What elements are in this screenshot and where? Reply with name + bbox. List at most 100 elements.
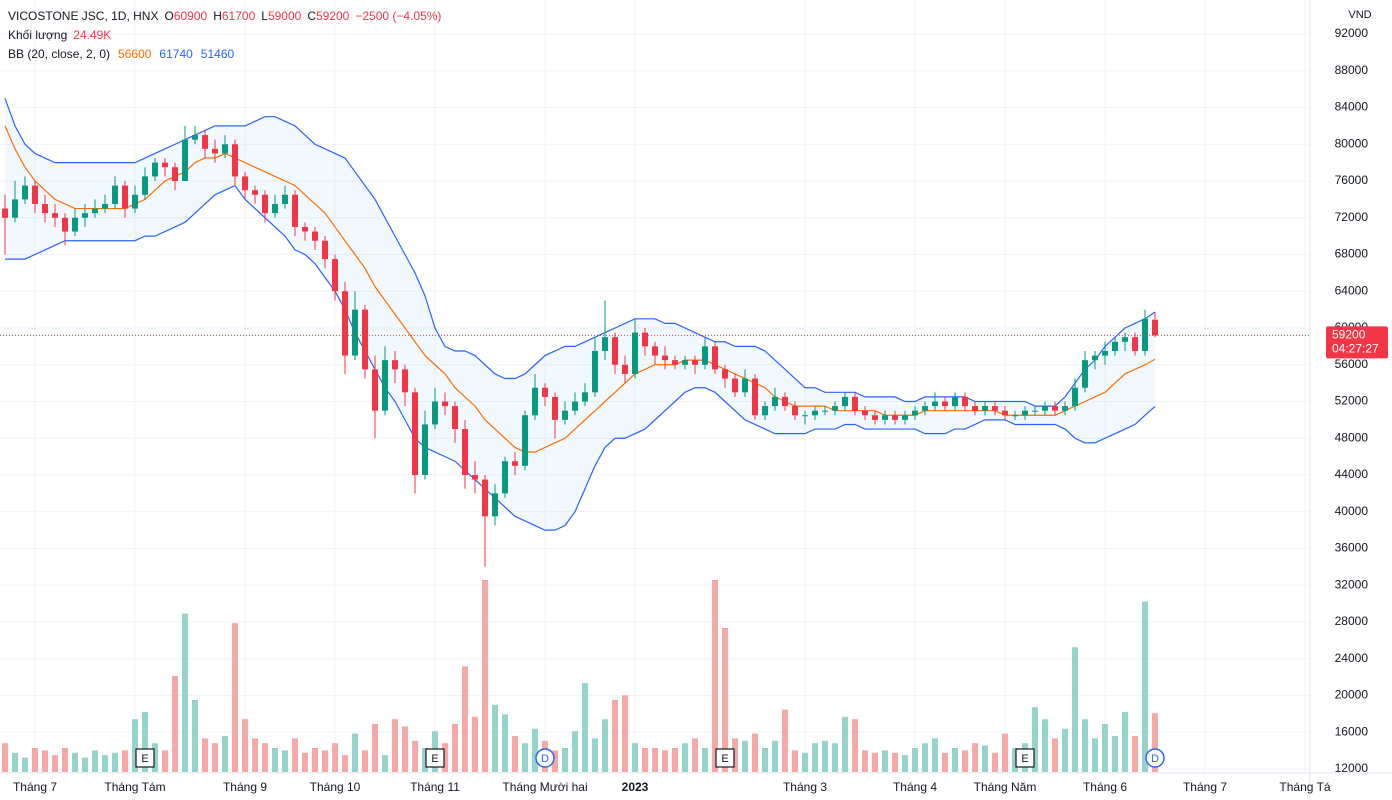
open-value: 60900 <box>174 9 208 23</box>
volume-bar <box>912 748 918 772</box>
bb-lower <box>5 184 1156 531</box>
x-tick-label: Tháng 10 <box>310 780 361 794</box>
volume-bar <box>412 740 418 772</box>
candle-body <box>242 176 248 191</box>
y-tick-label: 52000 <box>1335 394 1369 408</box>
candle-body <box>892 415 898 420</box>
candle-body <box>122 185 128 209</box>
volume-bar <box>252 738 258 772</box>
candle-body <box>642 332 648 347</box>
y-tick-label: 24000 <box>1335 651 1369 665</box>
grid <box>0 0 1310 773</box>
candle-body <box>742 378 748 393</box>
volume-bar <box>932 738 938 772</box>
volume-bar <box>442 743 448 772</box>
x-tick-label: Tháng 11 <box>410 780 460 794</box>
volume-bar <box>462 666 468 772</box>
bb-basis <box>4 125 1156 453</box>
candle-body <box>812 410 818 416</box>
candle-body <box>342 291 348 356</box>
bb-basis-value: 56600 <box>118 47 152 61</box>
volume-bar <box>562 748 568 772</box>
volume-bar <box>972 743 978 772</box>
last-price-box <box>1326 326 1388 359</box>
candle-body <box>822 410 828 412</box>
volume-bar <box>922 743 928 772</box>
candle-body <box>792 406 798 416</box>
candle-body <box>302 226 308 232</box>
bb-name: BB (20, close, 2, 0) <box>8 47 110 61</box>
c-label: C <box>307 9 316 23</box>
y-tick-label: 44000 <box>1335 467 1369 481</box>
low-value: 59000 <box>268 9 302 23</box>
volume-bar <box>782 709 788 772</box>
volume-bar <box>122 750 128 772</box>
candle-body <box>92 208 98 214</box>
volume-bar <box>342 755 348 772</box>
volume-bar <box>402 726 408 772</box>
volume-bar <box>1112 736 1118 772</box>
candle-body <box>632 332 638 374</box>
candle-body <box>872 415 878 420</box>
x-tick-label: Tháng Năm <box>974 780 1037 794</box>
volume-bar <box>322 750 328 772</box>
candle-body <box>112 185 118 204</box>
countdown-label: 04:27:27 <box>1332 342 1379 356</box>
volume-bar <box>792 750 798 772</box>
y-tick-label: 28000 <box>1335 614 1369 628</box>
symbol: VICOSTONE JSC, 1D, HNX <box>8 9 158 23</box>
volume-bar <box>1152 713 1158 772</box>
volume-bar <box>112 752 118 772</box>
candle-body <box>662 355 668 361</box>
candle-body <box>142 176 148 195</box>
candle-body <box>62 217 68 232</box>
candle-body <box>412 392 418 475</box>
volume-bar <box>952 748 958 772</box>
candle-body <box>102 203 108 209</box>
candle-body <box>1072 387 1078 407</box>
volume-bar <box>152 743 158 772</box>
volume-bar <box>1142 601 1148 772</box>
candle-body <box>2 208 8 218</box>
candle-body <box>82 213 88 218</box>
volume-bar <box>472 716 478 772</box>
candle-body <box>292 194 298 227</box>
volume-bar <box>802 752 808 772</box>
volume-bar <box>12 752 18 772</box>
volume-bar <box>732 738 738 772</box>
candle-body <box>862 410 868 416</box>
volume-bar <box>1012 748 1018 772</box>
event-marker <box>715 748 735 768</box>
event-label: E <box>141 753 148 765</box>
currency-label: VND <box>1348 9 1371 21</box>
volume-bar <box>682 743 688 772</box>
event-marker <box>135 748 155 768</box>
event-marker <box>1015 748 1035 768</box>
x-tick-label: Tháng 9 <box>223 780 267 794</box>
event-marker <box>535 748 555 768</box>
volume-bar <box>142 712 148 772</box>
candle-body <box>352 309 358 356</box>
axes: 12000 16000 20000 24000 28000 32000 36000 40000… <box>0 26 1388 794</box>
volume-bar <box>522 743 528 772</box>
candle-body <box>762 406 768 416</box>
candle-body <box>52 213 58 218</box>
candle-body <box>252 190 258 195</box>
volume-bar <box>722 628 728 772</box>
candle-body <box>1132 337 1138 351</box>
candle-body <box>1042 406 1048 411</box>
candle-body <box>22 185 28 200</box>
close-value: 59200 <box>316 9 350 23</box>
h-label: H <box>213 9 222 23</box>
volume-bar <box>172 676 178 772</box>
volume-value: 24.49K <box>73 28 111 42</box>
volume-bar <box>222 736 228 772</box>
x-tick-label: Tháng 4 <box>893 780 937 794</box>
volume-bar <box>102 755 108 772</box>
candle-body <box>562 410 568 420</box>
volume-bar <box>132 719 138 772</box>
candle-body <box>1142 318 1148 351</box>
volume-bar <box>642 748 648 772</box>
